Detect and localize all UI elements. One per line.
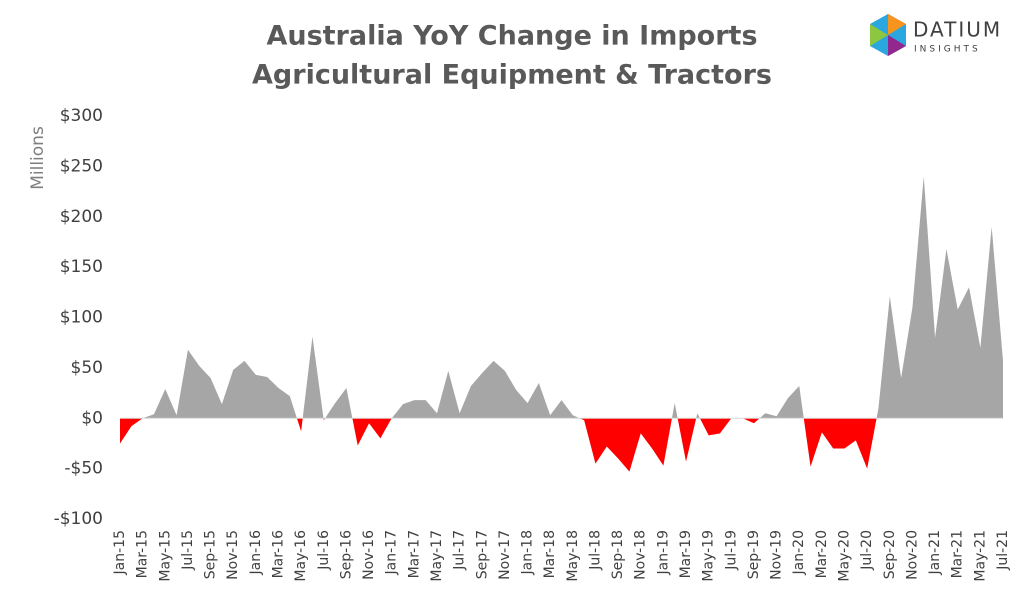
logo-name: DATIUM — [913, 18, 1002, 42]
logo-facet — [870, 24, 888, 46]
x-tick-label: Mar-17 — [406, 530, 422, 578]
x-tick-label: Mar-15 — [135, 530, 151, 578]
x-tick-label: Jul-21 — [995, 530, 1011, 571]
x-tick-label: Nov-20 — [904, 530, 920, 580]
x-tick-label: May-18 — [565, 530, 581, 582]
x-tick-label: Jul-15 — [180, 530, 196, 571]
x-tick-label: Jan-15 — [112, 530, 128, 575]
x-tick-label: Jan-19 — [655, 530, 671, 575]
x-tick-label: Sep-19 — [746, 530, 762, 579]
x-tick-label: May-17 — [429, 530, 445, 582]
chart-subtitle: Agricultural Equipment & Tractors — [252, 60, 772, 91]
x-tick-label: Jan-21 — [927, 530, 943, 575]
x-tick-label: May-21 — [972, 530, 988, 582]
chart-title: Australia YoY Change in Imports — [266, 21, 757, 52]
y-tick-label: -$50 — [64, 459, 103, 479]
x-tick-label: Jul-20 — [859, 530, 875, 571]
x-tick-label: Jul-16 — [316, 530, 332, 571]
x-tick-label: Jul-18 — [587, 530, 603, 571]
x-tick-label: Jul-17 — [452, 530, 468, 571]
y-tick-label: $250 — [60, 156, 103, 176]
logo-tagline: INSIGHTS — [914, 45, 981, 55]
x-tick-label: Nov-18 — [633, 530, 649, 580]
logo: DATIUM INSIGHTS — [870, 14, 1002, 56]
y-axis-label: Millions — [28, 126, 48, 190]
y-tick-label: -$100 — [54, 509, 103, 529]
x-tick-label: May-16 — [293, 530, 309, 582]
logo-facet — [888, 14, 906, 35]
x-tick-label: Nov-15 — [225, 530, 241, 580]
y-tick-label: $0 — [81, 408, 103, 428]
logo-facet — [888, 35, 906, 56]
x-tick-label: Nov-17 — [497, 530, 513, 580]
y-tick-label: $100 — [60, 308, 103, 328]
x-tick-label: Jan-18 — [520, 530, 536, 575]
x-tick-label: Mar-21 — [950, 530, 966, 578]
x-tick-label: May-15 — [157, 530, 173, 582]
x-tick-label: Sep-15 — [203, 530, 219, 579]
x-tick-label: May-19 — [701, 530, 717, 582]
x-tick-label: May-20 — [837, 530, 853, 582]
x-tick-label: Mar-19 — [678, 530, 694, 578]
x-tick-label: Sep-20 — [882, 530, 898, 579]
x-tick-label: Sep-17 — [474, 530, 490, 579]
x-tick-label: Mar-18 — [542, 530, 558, 578]
x-tick-label: Jan-16 — [248, 530, 264, 576]
x-tick-label: Jul-19 — [723, 530, 739, 571]
x-tick-label: Jan-17 — [384, 530, 400, 575]
x-tick-label: Nov-19 — [769, 530, 785, 580]
x-tick-label: Sep-16 — [338, 530, 354, 579]
y-tick-label: $150 — [60, 257, 103, 277]
y-tick-label: $300 — [60, 106, 103, 126]
area — [120, 176, 1003, 472]
x-tick-label: Mar-16 — [270, 530, 286, 578]
x-tick-label: Sep-18 — [610, 530, 626, 579]
y-tick-label: $50 — [71, 358, 103, 378]
x-tick-label: Nov-16 — [361, 530, 377, 580]
x-tick-label: Jan-20 — [791, 530, 807, 575]
x-tick-label: Mar-20 — [814, 530, 830, 578]
y-tick-label: $200 — [60, 207, 103, 227]
